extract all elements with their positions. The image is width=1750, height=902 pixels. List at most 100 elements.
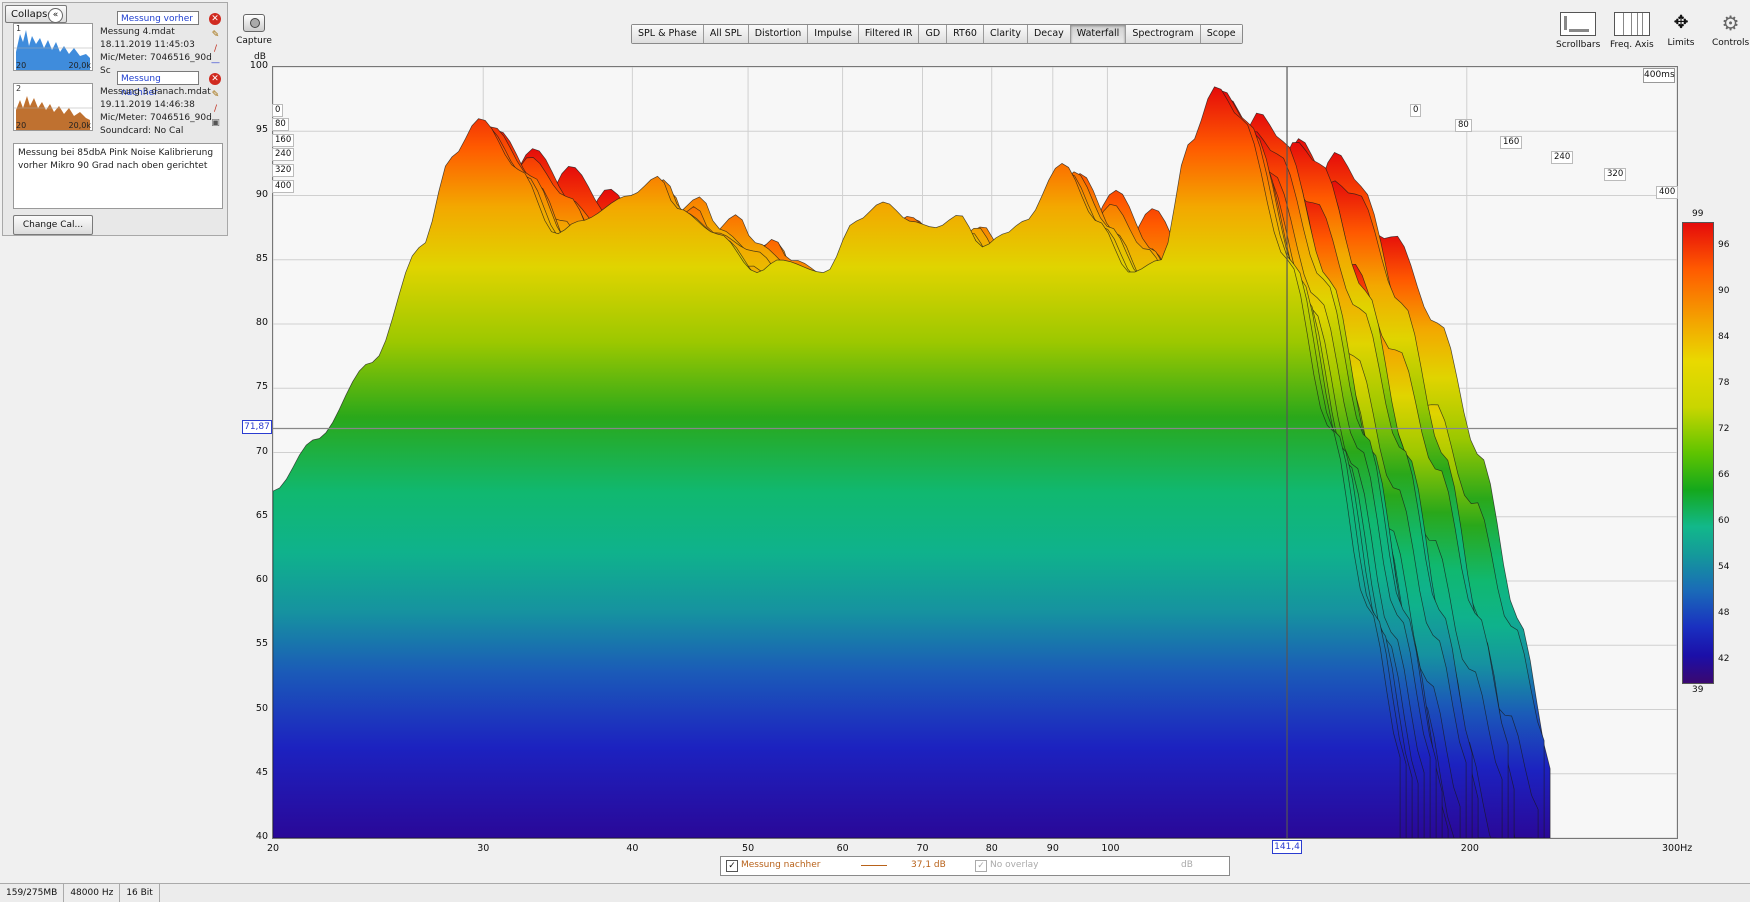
x-tick-label: 30 bbox=[477, 843, 490, 854]
thumb-index: 2 bbox=[16, 84, 22, 93]
remove-measurement-icon[interactable]: ✕ bbox=[209, 73, 221, 85]
no-overlay-unit: dB bbox=[1181, 860, 1193, 870]
cursor-y-readout[interactable]: 71,87 bbox=[242, 420, 272, 435]
cursor-lines bbox=[273, 67, 1677, 838]
line-color-icon[interactable]: / bbox=[213, 104, 218, 114]
x-tick-label: 100 bbox=[1101, 843, 1120, 854]
tab-all-spl[interactable]: All SPL bbox=[703, 25, 749, 43]
gear-icon: ⚙ bbox=[1721, 11, 1740, 35]
overlay-value: 37,1 dB bbox=[911, 860, 946, 870]
line-color-icon[interactable]: / bbox=[213, 44, 218, 54]
camera-icon bbox=[243, 14, 265, 32]
tab-impulse[interactable]: Impulse bbox=[808, 25, 859, 43]
measurement-file: Messung 4.mdat bbox=[100, 27, 175, 37]
color-scale-tick: 84 bbox=[1718, 332, 1730, 342]
color-scale-tick: 60 bbox=[1718, 516, 1730, 526]
color-scale-tick: 66 bbox=[1718, 470, 1730, 480]
measurement-name-field[interactable]: Messung nachher bbox=[117, 71, 199, 98]
color-scale-tick: 42 bbox=[1718, 654, 1730, 664]
toolbar-label: Controls bbox=[1712, 38, 1750, 48]
waterfall-graph[interactable] bbox=[272, 66, 1678, 839]
tab-gd[interactable]: GD bbox=[919, 25, 948, 43]
measurement-soundcard: Sc bbox=[100, 66, 111, 76]
status-bar: 159/275MB 48000 Hz 16 Bit bbox=[0, 883, 1750, 902]
measurement-item[interactable]: 1 20 20,0k Messung vorher ✕ Messung 4.md… bbox=[5, 11, 225, 79]
status-cell: 16 Bit bbox=[120, 884, 160, 902]
change-cal-button[interactable]: Change Cal... bbox=[13, 215, 93, 235]
tab-waterfall[interactable]: Waterfall bbox=[1070, 25, 1127, 43]
y-tick-label: 45 bbox=[255, 766, 268, 778]
info-icon[interactable]: ▣ bbox=[211, 118, 220, 128]
y-tick-label: 55 bbox=[255, 638, 268, 650]
capture-label: Capture bbox=[236, 36, 272, 46]
x-tick-label: 300Hz bbox=[1662, 843, 1693, 854]
measurement-mic: Mic/Meter: 7046516_90d bbox=[100, 53, 212, 63]
color-scale-tick: 78 bbox=[1718, 378, 1730, 388]
toolbar-label: Freq. Axis bbox=[1610, 40, 1654, 50]
y-tick-label: 60 bbox=[255, 574, 268, 585]
tab-filtered-ir[interactable]: Filtered IR bbox=[858, 25, 920, 43]
measurement-thumbnail[interactable]: 2 20 20,0k bbox=[13, 83, 93, 131]
scrollbars-button[interactable]: Scrollbars bbox=[1556, 12, 1600, 50]
thumb-xmax: 20,0k bbox=[68, 61, 91, 70]
x-tick-label: 20 bbox=[267, 843, 280, 854]
waterfall-plot[interactable] bbox=[273, 67, 1677, 838]
measurement-notes[interactable]: Messung bei 85dbA Pink Noise Kalibrierun… bbox=[13, 143, 223, 209]
thumb-index: 1 bbox=[16, 24, 22, 33]
edit-notes-icon[interactable]: ✎ bbox=[211, 30, 220, 40]
time-axis-tick: 320 bbox=[1604, 168, 1627, 181]
tab-distortion[interactable]: Distortion bbox=[748, 25, 809, 43]
time-axis-tick: 0 bbox=[1410, 104, 1422, 117]
remove-measurement-icon[interactable]: ✕ bbox=[209, 13, 221, 25]
measurement-item[interactable]: 2 20 20,0k Messung nachher ✕ Messung 3 d… bbox=[5, 71, 225, 139]
tab-rt60[interactable]: RT60 bbox=[947, 25, 984, 43]
x-tick-label: 40 bbox=[626, 843, 639, 854]
measurement-name-field[interactable]: Messung vorher bbox=[117, 11, 199, 25]
tab-clarity[interactable]: Clarity bbox=[983, 25, 1028, 43]
tab-spectrogram[interactable]: Spectrogram bbox=[1126, 25, 1201, 43]
tab-decay[interactable]: Decay bbox=[1027, 25, 1071, 43]
overlay-measurement-label: Messung nachher bbox=[741, 860, 821, 870]
overlay-line-swatch bbox=[861, 865, 887, 866]
line-style-icon[interactable]: — bbox=[211, 58, 220, 68]
overlay-checkbox[interactable]: ✓ bbox=[726, 860, 738, 872]
time-axis-tick: 240 bbox=[1551, 151, 1574, 164]
time-axis-left-tick: 0 bbox=[272, 104, 284, 117]
waterfall-slice bbox=[273, 86, 1401, 838]
x-tick-label: 80 bbox=[985, 843, 998, 854]
y-tick-label: 100 bbox=[249, 60, 268, 71]
measurement-thumbnail[interactable]: 1 20 20,0k bbox=[13, 23, 93, 71]
collapse-button[interactable]: Collapse « bbox=[5, 5, 67, 23]
y-tick-label: 40 bbox=[255, 831, 268, 842]
toolbar-label: Limits bbox=[1667, 38, 1695, 48]
no-overlay-checkbox[interactable]: ✓ bbox=[975, 860, 987, 872]
measurement-panel: Collapse « 1 20 20,0k Messung vorher ✕ M… bbox=[2, 2, 228, 236]
time-axis-left-tick: 240 bbox=[272, 148, 295, 161]
tab-spl-phase[interactable]: SPL & Phase bbox=[632, 25, 704, 43]
freq-axis-icon bbox=[1613, 12, 1650, 36]
measurement-mic: Mic/Meter: 7046516_90d bbox=[100, 113, 212, 123]
time-axis-max-label: 400ms bbox=[1643, 68, 1675, 83]
x-tick-label: 70 bbox=[916, 843, 929, 854]
controls-button[interactable]: ⚙ Controls bbox=[1712, 12, 1749, 48]
limits-button[interactable]: ✥ Limits bbox=[1664, 12, 1698, 48]
tab-scope[interactable]: Scope bbox=[1200, 25, 1242, 43]
overlay-bar: ✓ Messung nachher 37,1 dB ✓ No overlay d… bbox=[720, 856, 1230, 876]
x-tick-label: 90 bbox=[1046, 843, 1059, 854]
color-scale-bar bbox=[1682, 222, 1714, 684]
toolbar-label: Scrollbars bbox=[1556, 40, 1601, 50]
measurement-soundcard: Soundcard: No Cal bbox=[100, 126, 184, 136]
cursor-x-readout[interactable]: 141,4 bbox=[1272, 840, 1303, 854]
freq-axis-button[interactable]: Freq. Axis bbox=[1610, 12, 1654, 50]
measurement-date: 19.11.2019 14:46:38 bbox=[100, 100, 195, 110]
capture-button[interactable]: Capture bbox=[236, 14, 272, 46]
time-axis-left-tick: 80 bbox=[272, 118, 289, 131]
y-axis-unit: dB bbox=[254, 52, 266, 62]
color-scale-tick: 99 bbox=[1692, 209, 1704, 219]
x-tick-label: 50 bbox=[742, 843, 755, 854]
time-axis-left-tick: 400 bbox=[272, 180, 295, 193]
color-scale-tick: 48 bbox=[1718, 608, 1730, 618]
edit-notes-icon[interactable]: ✎ bbox=[211, 90, 220, 100]
time-axis-tick: 400 bbox=[1656, 186, 1679, 199]
color-scale-tick: 90 bbox=[1718, 286, 1730, 296]
